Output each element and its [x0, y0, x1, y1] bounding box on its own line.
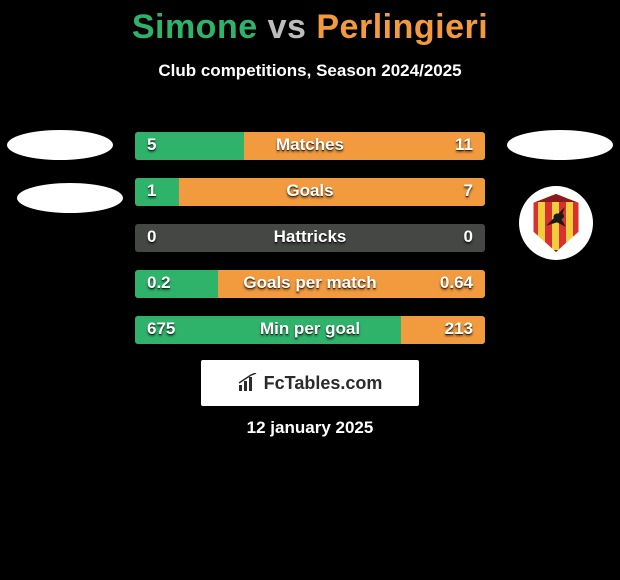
date-text: 12 january 2025: [0, 418, 620, 438]
stat-track: [135, 316, 485, 344]
bar-chart-icon: [238, 373, 258, 393]
stat-segment-left: [135, 270, 218, 298]
branding-text-suffix: .com: [340, 373, 382, 394]
comparison-infographic: Simone vs Perlingieri Club competitions,…: [0, 8, 620, 580]
stat-track: [135, 178, 485, 206]
stat-row: 5Matches11: [135, 132, 485, 160]
player1-placeholder-ellipse-2: [17, 183, 123, 213]
branding-text-prefix: Fc: [264, 373, 285, 394]
title-vs: vs: [268, 8, 307, 46]
stat-segment-left: [135, 178, 179, 206]
stat-track: [135, 270, 485, 298]
stat-row: 0.2Goals per match0.64: [135, 270, 485, 298]
player1-placeholder-ellipse-1: [7, 130, 113, 160]
title-player2: Perlingieri: [316, 8, 488, 46]
comparison-bars: 5Matches11 1Goals7 0Hattricks0 0.2Goals per…: [135, 132, 485, 362]
stat-segment-right: [401, 316, 485, 344]
branding-box: FcTables.com: [201, 360, 419, 406]
player2-placeholder-ellipse: [507, 130, 613, 160]
stat-row: 0Hattricks0: [135, 224, 485, 252]
club-badge: [519, 186, 593, 260]
stat-row: 1Goals7: [135, 178, 485, 206]
stat-segment-right: [179, 178, 485, 206]
stat-track: [135, 132, 485, 160]
club-emblem-icon: [543, 204, 569, 230]
stat-row: 675Min per goal213: [135, 316, 485, 344]
title-player1: Simone: [132, 8, 258, 46]
stat-track: [135, 224, 485, 252]
subtitle: Club competitions, Season 2024/2025: [0, 61, 620, 81]
branding-logo: FcTables.com: [238, 373, 383, 394]
stat-segment-right: [218, 270, 485, 298]
club-shield-icon: [531, 194, 581, 252]
stat-segment-left: [135, 132, 244, 160]
title: Simone vs Perlingieri: [0, 8, 620, 47]
stat-segment-left: [135, 316, 401, 344]
stat-segment-right: [244, 132, 485, 160]
branding-text-main: Tables: [285, 373, 341, 394]
